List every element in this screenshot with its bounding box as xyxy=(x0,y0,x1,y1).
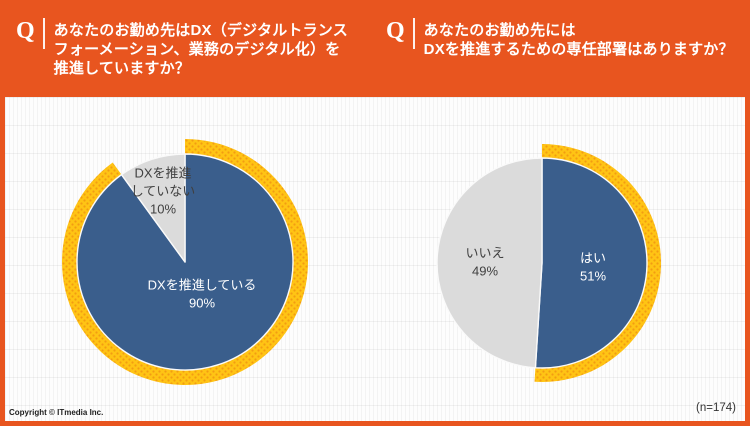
question-right-text: あなたのお勤め先には DXを推進するための専任部署はありますか？ xyxy=(424,19,734,59)
slice-label: していない xyxy=(131,184,196,199)
slice-label: 90% xyxy=(189,296,215,311)
slice-label: DXを推進している xyxy=(148,278,257,293)
slice-label: DXを推進 xyxy=(134,166,191,181)
question-left: Q あなたのお勤め先はDX（デジタルトランス フォーメーション、業務のデジタル化… xyxy=(16,18,348,78)
pie-chart-right: はい 51% いいえ 49% xyxy=(436,144,662,383)
q-mark-right: Q xyxy=(386,18,405,44)
q-mark-left: Q xyxy=(16,18,35,44)
question-right: Q あなたのお勤め先には DXを推進するための専任部署はありますか？ xyxy=(386,18,734,59)
slice-label: いいえ xyxy=(465,246,504,261)
q-divider-right xyxy=(412,18,415,49)
sample-size-note: (n=174) xyxy=(696,402,736,414)
question-left-line-1: あなたのお勤め先はDX（デジタルトランス xyxy=(53,22,348,39)
chart-panel: DXを推進している 90% DXを推進していない 10% はい 51% いいえ 49% Cop… xyxy=(5,97,745,421)
question-left-line-2: フォーメーション、業務のデジタル化）を xyxy=(53,41,341,58)
question-right-line-2: DXを推進するための専任部署はありますか？ xyxy=(423,41,734,58)
slice-label: 10% xyxy=(150,202,176,217)
pie-slice xyxy=(76,153,294,371)
pie-slice xyxy=(120,153,186,263)
slice-label: 49% xyxy=(472,264,498,279)
copyright: Copyright © ITmedia Inc. xyxy=(9,408,104,417)
q-divider-left xyxy=(42,18,45,49)
pie-slice xyxy=(436,157,543,369)
question-left-line-3: 推進していますか？ xyxy=(53,60,191,77)
question-right-line-1: あなたのお勤め先には xyxy=(423,22,576,39)
slice-label: はい xyxy=(580,251,606,266)
slice-label: 51% xyxy=(580,269,606,284)
question-left-text: あなたのお勤め先はDX（デジタルトランス フォーメーション、業務のデジタル化）を… xyxy=(54,19,348,78)
pie-slice xyxy=(534,157,648,369)
